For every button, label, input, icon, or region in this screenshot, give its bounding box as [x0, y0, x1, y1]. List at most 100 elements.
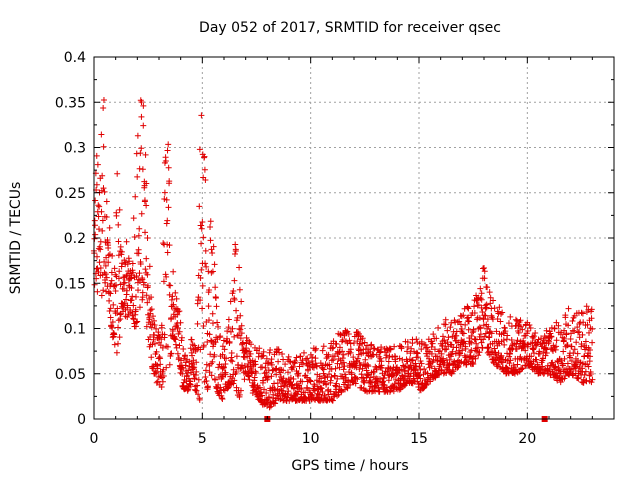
data-point	[103, 288, 110, 295]
y-tick-label: 0.35	[55, 95, 86, 111]
data-point	[573, 363, 580, 370]
data-point	[341, 363, 348, 370]
data-point	[253, 370, 260, 377]
data-point	[339, 348, 346, 355]
data-point	[117, 315, 124, 322]
data-point	[103, 198, 110, 205]
data-point	[320, 366, 327, 373]
data-point	[99, 217, 106, 224]
data-point	[496, 304, 503, 311]
x-tick-label: 5	[198, 431, 207, 447]
data-point	[333, 341, 340, 348]
data-point	[276, 349, 283, 356]
data-point	[136, 165, 143, 172]
data-point	[200, 322, 207, 329]
data-point	[328, 357, 335, 364]
data-point	[498, 352, 505, 359]
x-tick-label: 10	[302, 431, 320, 447]
data-point	[329, 397, 336, 404]
data-point	[143, 180, 150, 187]
data-point	[111, 265, 118, 272]
data-point	[586, 346, 593, 353]
data-point	[206, 286, 213, 293]
data-point	[126, 258, 133, 265]
data-point	[480, 336, 487, 343]
data-point	[339, 355, 346, 362]
data-point	[146, 263, 153, 270]
data-point	[180, 365, 187, 372]
data-point	[224, 328, 231, 335]
data-point	[247, 350, 254, 357]
data-point	[377, 355, 384, 362]
data-point	[248, 341, 255, 348]
data-point	[323, 355, 330, 362]
data-point	[522, 347, 529, 354]
data-point	[407, 350, 414, 357]
data-point	[209, 310, 216, 317]
data-point	[439, 342, 446, 349]
data-point	[483, 301, 490, 308]
y-tick-label: 0	[77, 412, 86, 428]
data-point	[329, 345, 336, 352]
data-point	[526, 321, 533, 328]
data-point	[471, 310, 478, 317]
data-point	[209, 268, 216, 275]
data-point	[220, 364, 227, 371]
data-point	[385, 377, 392, 384]
data-point	[222, 371, 229, 378]
data-point	[362, 356, 369, 363]
data-point	[350, 340, 357, 347]
data-point	[159, 378, 166, 385]
data-point	[261, 401, 268, 408]
data-point	[95, 213, 102, 220]
data-point	[530, 346, 537, 353]
data-point	[179, 370, 186, 377]
data-point	[476, 315, 483, 322]
data-point	[107, 305, 114, 312]
data-point	[238, 330, 245, 337]
data-point	[574, 324, 581, 331]
data-point	[299, 378, 306, 385]
data-point	[226, 338, 233, 345]
data-point	[115, 252, 122, 259]
data-point	[476, 333, 483, 340]
data-point	[428, 363, 435, 370]
data-point	[197, 274, 204, 281]
data-point	[359, 340, 366, 347]
data-point	[127, 306, 134, 313]
data-point	[340, 366, 347, 373]
data-point	[337, 331, 344, 338]
data-point	[151, 322, 158, 329]
data-point	[363, 367, 370, 374]
data-point	[558, 357, 565, 364]
data-point	[561, 375, 568, 382]
data-point	[175, 308, 182, 315]
data-point	[101, 188, 108, 195]
data-point	[268, 373, 275, 380]
data-point	[140, 122, 147, 129]
data-point	[197, 297, 204, 304]
data-point	[519, 326, 526, 333]
data-point	[342, 371, 349, 378]
data-point	[205, 303, 212, 310]
data-point	[465, 318, 472, 325]
data-point	[519, 365, 526, 372]
data-point	[487, 300, 494, 307]
data-point	[139, 166, 146, 173]
data-point	[477, 325, 484, 332]
data-point	[570, 350, 577, 357]
data-point	[169, 328, 176, 335]
data-point	[132, 193, 139, 200]
data-point	[115, 238, 122, 245]
data-point	[477, 285, 484, 292]
data-point	[312, 355, 319, 362]
data-point	[215, 323, 222, 330]
data-point	[347, 346, 354, 353]
data-point	[96, 203, 103, 210]
data-point	[325, 351, 332, 358]
data-point	[551, 325, 558, 332]
data-point	[218, 395, 225, 402]
data-point	[279, 351, 286, 358]
data-point	[575, 375, 582, 382]
data-point	[137, 150, 144, 157]
